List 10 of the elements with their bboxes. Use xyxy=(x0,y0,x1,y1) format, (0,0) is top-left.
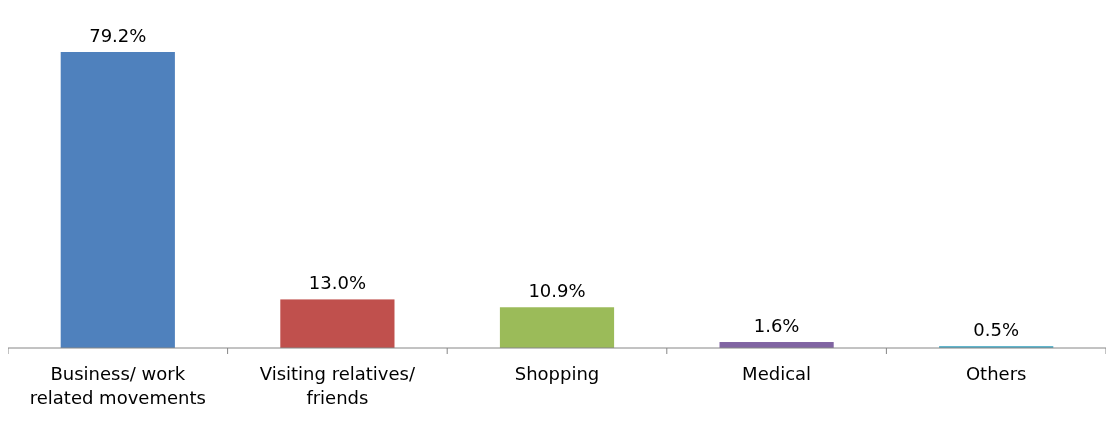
data-label: 1.6% xyxy=(753,315,800,337)
x-tick-label: Medical xyxy=(742,363,812,384)
x-tick-label: Visiting relatives/ friends xyxy=(259,363,416,408)
x-tick-label: Business/ work related movements xyxy=(29,363,206,408)
x-tick-label: Others xyxy=(965,363,1027,384)
x-tick-label: Shopping xyxy=(514,363,600,384)
data-label: 0.5% xyxy=(973,319,1020,341)
data-label: 13.0% xyxy=(308,272,366,294)
data-label: 79.2% xyxy=(89,25,147,46)
data-label: 10.9% xyxy=(528,280,586,302)
